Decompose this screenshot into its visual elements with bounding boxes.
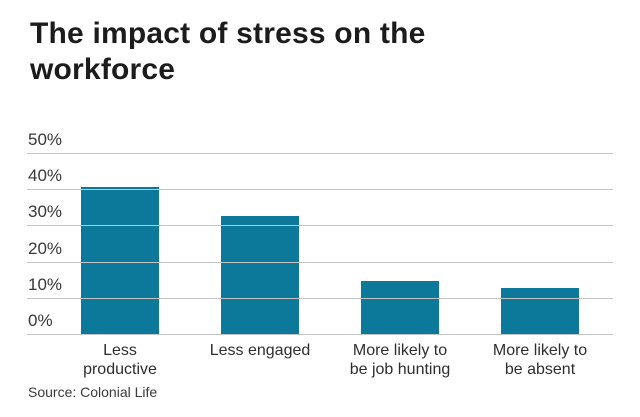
bars-region (50, 136, 610, 335)
x-axis-labels: Less productive Less engaged More likely t… (50, 341, 610, 379)
bar (361, 280, 439, 335)
source-note: Source: Colonial Life (28, 384, 158, 400)
x-category-label: Less engaged (209, 342, 311, 359)
gridline (27, 153, 613, 154)
x-category-label: More likely to be absent (492, 342, 588, 378)
bar-chart: 50% 40% 30% 20% 10% 0% Less productive Less en… (27, 130, 613, 379)
bar-slot (190, 136, 330, 335)
bar (221, 215, 299, 335)
chart-title: The impact of stress on the workforce (30, 17, 426, 86)
bar (501, 287, 579, 335)
gridline (27, 261, 613, 263)
y-tick-label: 30% (28, 202, 63, 222)
y-tick-label: 20% (28, 238, 63, 258)
x-category-label: Less productive (83, 342, 157, 378)
bar-slot (50, 136, 190, 335)
y-tick-label: 10% (28, 274, 63, 294)
y-tick-label: 0% (28, 311, 53, 330)
plot-area: 50% 40% 30% 20% 10% 0% (27, 130, 613, 335)
y-tick-label: 50% (28, 130, 63, 149)
y-tick-label: 40% (28, 166, 63, 186)
x-category-label: More likely to be job hunting (349, 342, 451, 378)
bar-slot (470, 136, 610, 335)
gridline (27, 189, 613, 191)
gridline (27, 297, 613, 299)
gridline (27, 334, 613, 335)
bar-slot (330, 136, 470, 335)
gridline (27, 225, 613, 227)
bar (81, 186, 159, 335)
